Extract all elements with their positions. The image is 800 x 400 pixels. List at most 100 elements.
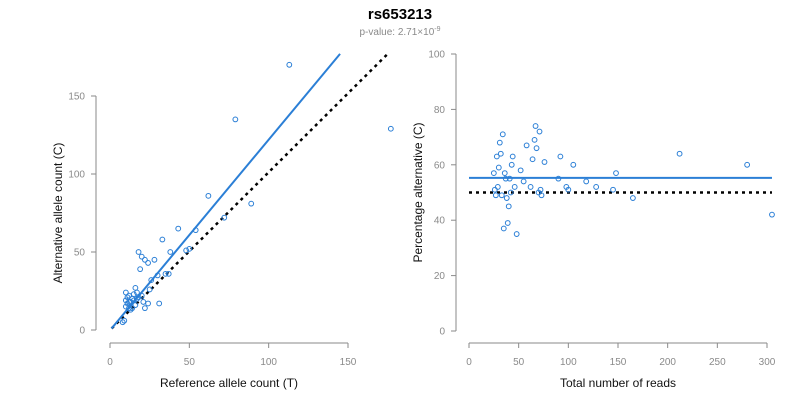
- data-point: [162, 270, 169, 277]
- data-point: [500, 225, 507, 232]
- data-point: [494, 184, 501, 190]
- scatter-panel-percentage: 0 50 100 150 200 250 300 0 20 40 60 80 100 Total numb…: [411, 50, 776, 391]
- data-point: [151, 256, 158, 263]
- data-point: [130, 291, 137, 298]
- data-point: [520, 178, 527, 185]
- reference-line: [110, 52, 389, 330]
- data-point: [167, 249, 174, 255]
- data-point: [593, 184, 600, 190]
- y-tick-label: 150: [68, 92, 85, 103]
- data-point: [557, 153, 564, 160]
- data-point: [126, 305, 132, 312]
- data-point: [122, 303, 129, 310]
- data-point: [145, 260, 151, 266]
- data-point: [565, 186, 572, 193]
- y-axis-label: Percentage alternative (C): [411, 122, 425, 262]
- x-tick-label: 50: [513, 357, 525, 368]
- y-axis-label: Alternative allele count (C): [51, 143, 65, 284]
- subtitle-exponent: -9: [434, 26, 440, 33]
- data-point: [127, 299, 134, 305]
- data-point: [146, 286, 153, 293]
- x-axis-label: Total number of reads: [560, 376, 676, 390]
- data-point: [165, 270, 172, 277]
- data-point: [506, 175, 513, 182]
- data-point: [492, 192, 499, 199]
- data-point: [676, 150, 683, 157]
- data-point: [517, 167, 524, 174]
- chart-subtitle: p-value: 2.71×10-9: [359, 26, 440, 38]
- data-point: [527, 184, 534, 190]
- data-point: [129, 305, 136, 312]
- data-point: [532, 123, 539, 129]
- data-point: [531, 136, 538, 143]
- x-tick-label: 50: [184, 357, 196, 368]
- data-point: [493, 153, 500, 160]
- data-point: [744, 161, 751, 168]
- y-tick-label: 100: [68, 170, 85, 181]
- data-point: [286, 61, 293, 68]
- y-tick-label: 0: [439, 327, 445, 338]
- subtitle-prefix: p-value: 2.71×10: [359, 27, 434, 38]
- data-point: [248, 200, 255, 207]
- x-tick-label: 250: [709, 357, 726, 368]
- data-point: [503, 195, 510, 201]
- data-point: [507, 189, 514, 196]
- data-point: [495, 164, 502, 171]
- y-tick-label: 50: [74, 248, 86, 259]
- data-point: [508, 161, 515, 168]
- scatter-panel-allele-counts: 0 50 100 150 0 50 100 150 Reference allele count…: [51, 52, 394, 390]
- data-point: [583, 178, 590, 185]
- data-point: [541, 159, 548, 165]
- data-point: [159, 236, 166, 243]
- data-point: [491, 186, 498, 193]
- data-point: [183, 247, 190, 254]
- data-point: [496, 139, 503, 146]
- data-point: [387, 125, 394, 132]
- x-tick-label: 300: [759, 357, 776, 368]
- data-point: [154, 272, 161, 279]
- data-point: [142, 256, 148, 263]
- chart-title: rs653213: [368, 6, 432, 23]
- data-point: [509, 153, 516, 160]
- data-point: [511, 184, 518, 190]
- data-point: [145, 300, 151, 307]
- data-point: [156, 300, 163, 307]
- data-point: [536, 128, 543, 135]
- data-point: [499, 131, 506, 138]
- x-axis-label: Reference allele count (T): [160, 376, 298, 390]
- x-tick-label: 150: [610, 357, 627, 368]
- data-point: [529, 156, 536, 163]
- data-point: [221, 214, 228, 221]
- x-tick-label: 0: [466, 357, 472, 368]
- data-point: [132, 284, 139, 291]
- data-point: [205, 192, 212, 199]
- data-point: [538, 192, 545, 199]
- x-tick-label: 200: [659, 357, 676, 368]
- data-point: [523, 142, 530, 149]
- data-point: [504, 220, 511, 226]
- data-point: [501, 170, 508, 177]
- data-point: [570, 161, 577, 168]
- data-point: [232, 116, 239, 123]
- data-point: [186, 245, 193, 252]
- data-point: [498, 192, 505, 199]
- data-point: [505, 203, 512, 210]
- data-point: [192, 227, 199, 234]
- data-point: [533, 145, 540, 152]
- data-point: [513, 231, 520, 237]
- data-point: [555, 175, 562, 182]
- data-point: [134, 295, 140, 302]
- x-tick-label: 150: [340, 357, 357, 368]
- data-point: [138, 292, 145, 299]
- data-point: [140, 299, 147, 305]
- data-point: [490, 170, 497, 177]
- x-tick-label: 100: [560, 357, 577, 368]
- fit-line: [110, 53, 341, 330]
- x-tick-label: 0: [107, 357, 113, 368]
- data-point: [630, 195, 636, 201]
- y-tick-label: 40: [434, 216, 446, 227]
- data-point: [613, 170, 619, 177]
- data-point: [497, 150, 504, 157]
- y-tick-label: 80: [434, 105, 446, 116]
- y-tick-label: 20: [434, 271, 446, 282]
